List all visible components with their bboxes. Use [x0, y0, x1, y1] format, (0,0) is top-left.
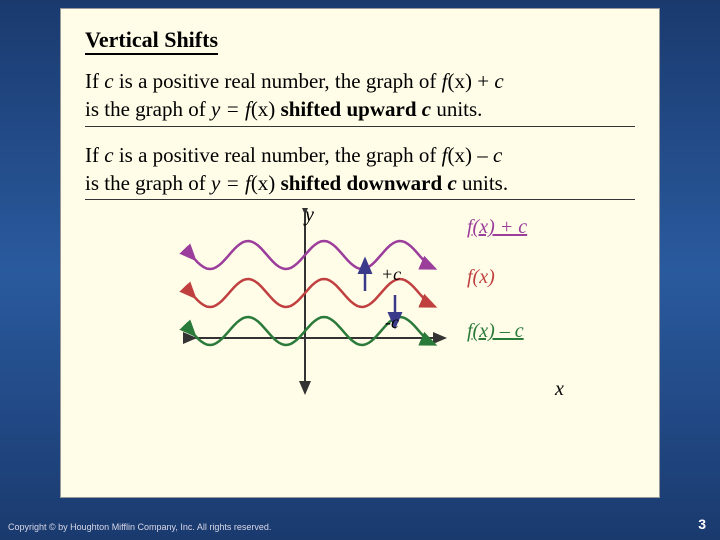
- curve-label-bot: f(x) – c: [467, 320, 524, 343]
- curve-label-mid: f(x): [467, 266, 495, 289]
- text: (x): [448, 143, 473, 167]
- text: +: [472, 69, 494, 93]
- text: is a positive real number, the graph of: [114, 69, 442, 93]
- var-yf: y = f: [211, 171, 251, 195]
- slide-number: 3: [698, 516, 706, 532]
- text: f(x) + c: [467, 216, 527, 238]
- plus-c-label: +c: [381, 264, 401, 285]
- paragraph-upward: If c is a positive real number, the grap…: [85, 67, 635, 127]
- text: is a positive real number, the graph of: [114, 143, 442, 167]
- slide-content: Vertical Shifts If c is a positive real …: [60, 8, 660, 498]
- var-yf: y = f: [211, 97, 251, 121]
- var-c: c: [422, 97, 431, 121]
- text: (x): [251, 171, 276, 195]
- minus-c-label: -c: [385, 312, 399, 333]
- text: units.: [431, 97, 482, 121]
- bold-shifted: shifted upward: [275, 97, 421, 121]
- text: units.: [457, 171, 508, 195]
- var-c: c: [493, 143, 502, 167]
- text: f(x): [467, 266, 495, 288]
- text: is the graph of: [85, 171, 211, 195]
- slide-title: Vertical Shifts: [85, 27, 218, 55]
- var-c: c: [447, 171, 456, 195]
- var-c: c: [494, 69, 503, 93]
- curve-label-top: f(x) + c: [467, 216, 527, 239]
- text: –: [472, 143, 493, 167]
- bold-shifted: shifted downward: [275, 171, 447, 195]
- y-axis-label: y: [305, 204, 314, 227]
- paragraph-downward: If c is a positive real number, the grap…: [85, 141, 635, 201]
- copyright-text: Copyright © by Houghton Mifflin Company,…: [8, 522, 271, 532]
- text: is the graph of: [85, 97, 211, 121]
- chart-svg: [175, 208, 455, 408]
- text: If: [85, 143, 104, 167]
- var-c: c: [104, 143, 113, 167]
- text: f(x) – c: [467, 320, 524, 342]
- text: (x): [251, 97, 276, 121]
- text: (x): [448, 69, 473, 93]
- var-c: c: [104, 69, 113, 93]
- x-axis-label: x: [555, 378, 564, 401]
- text: If: [85, 69, 104, 93]
- chart-area: y x f(x) + c f(x) f(x) – c +c -c: [85, 208, 635, 418]
